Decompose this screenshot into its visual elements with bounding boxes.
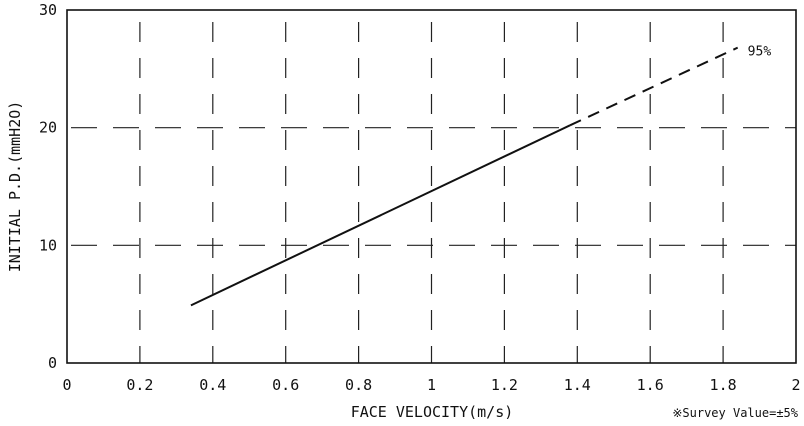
x-tick-label: 2 — [791, 376, 800, 394]
x-tick-label: 0 — [62, 376, 71, 394]
x-tick-label: 1.6 — [637, 376, 664, 394]
plot-frame — [66, 9, 797, 364]
y-tick-label: 10 — [39, 236, 57, 254]
grid — [67, 10, 796, 363]
x-tick-label: 1.2 — [491, 376, 518, 394]
x-tick-labels: 0 0.2 0.4 0.6 0.8 1 1.2 1.4 1.6 1.8 2 — [62, 376, 800, 394]
y-tick-labels: 0 10 20 30 — [39, 1, 57, 372]
y-tick-label: 0 — [48, 354, 57, 372]
x-axis-title: FACE VELOCITY(m/s) — [351, 403, 514, 421]
x-tick-label: 0.2 — [126, 376, 153, 394]
x-tick-label: 0.4 — [199, 376, 226, 394]
survey-note: ※Survey Value=±5% — [672, 406, 798, 420]
series-line-solid — [190, 124, 571, 307]
x-tick-label: 1 — [427, 376, 436, 394]
series-group: 95% — [190, 45, 772, 307]
y-tick-label: 30 — [39, 1, 57, 19]
x-tick-label: 1.8 — [710, 376, 737, 394]
y-tick-label: 20 — [39, 119, 57, 137]
series-line-dashed — [569, 46, 739, 127]
x-tick-label: 0.6 — [272, 376, 299, 394]
x-tick-label: 1.4 — [564, 376, 591, 394]
series-label: 95% — [748, 45, 772, 60]
x-tick-label: 0.8 — [345, 376, 372, 394]
y-axis-title: INITIAL P.D.(mmH2O) — [6, 101, 24, 273]
